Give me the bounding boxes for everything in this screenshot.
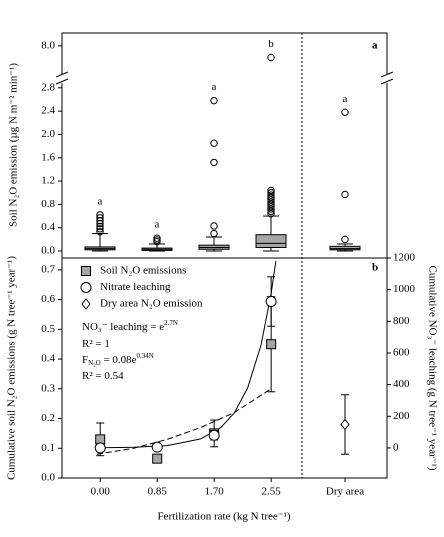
y-tick-label: 2.8	[41, 81, 55, 93]
fit-curve	[96, 388, 272, 455]
axis-break-gap	[56, 74, 68, 83]
marker-circle	[265, 296, 277, 308]
y2-tick-label: 1200	[393, 252, 416, 264]
outlier	[210, 229, 218, 238]
marker-circle	[151, 441, 163, 453]
y-axis-label: Soil N₂O emission (µg N m⁻² min⁻¹)	[8, 63, 20, 227]
y-tick-label: 2.4	[41, 105, 55, 117]
y-tick-label: 8.0	[41, 39, 55, 51]
outlier	[267, 196, 275, 204]
outlier	[267, 189, 275, 197]
x-tick-label: 0.85	[148, 486, 168, 498]
significance-letter: b	[268, 38, 274, 50]
y-tick-label: 0.3	[41, 382, 55, 394]
outlier	[210, 96, 218, 105]
y-tick-label: 0.0	[41, 472, 55, 484]
axis-break-gap	[381, 74, 393, 83]
outlier	[210, 222, 218, 230]
outlier	[267, 210, 275, 218]
annotation: FN₂O = 0.08e0.34N	[82, 352, 154, 367]
y2-tick-label: 0	[393, 441, 399, 453]
box	[255, 234, 287, 249]
outlier	[341, 108, 349, 117]
y-tick-label: 0.2	[41, 412, 55, 424]
panel-label: a	[372, 40, 378, 52]
outlier	[96, 225, 104, 233]
y2-tick-label: 200	[393, 410, 410, 422]
y2-tick-label: 1000	[393, 283, 416, 295]
annotation: R² = 0.54	[82, 370, 124, 382]
significance-letter: a	[155, 219, 160, 231]
marker-square	[266, 339, 277, 350]
x-axis-label: Fertilization rate (kg N tree⁻¹)	[157, 511, 290, 523]
outlier	[153, 234, 161, 242]
marker-diamond	[340, 418, 350, 431]
outlier	[96, 222, 104, 231]
y-tick-label: 0.0	[41, 245, 55, 257]
y-tick-label: 0.5	[41, 323, 55, 335]
outlier	[267, 203, 275, 211]
outlier	[341, 235, 349, 244]
legend-label: Nitrate leaching	[100, 281, 171, 293]
significance-letter: a	[343, 93, 348, 105]
significance-letter: a	[212, 81, 217, 93]
y-tick-label: 1.6	[41, 151, 55, 163]
outlier	[210, 158, 218, 167]
outlier	[210, 139, 218, 147]
y-tick-label: 2.0	[41, 128, 55, 140]
y2-tick-label: 800	[393, 315, 410, 327]
outlier	[267, 205, 275, 213]
outlier	[96, 228, 104, 236]
annotation: NO₃⁻ leaching = e2.7N	[82, 319, 178, 333]
y-tick-label: 0.4	[41, 353, 55, 365]
y-tick-label: 0.8	[41, 198, 55, 210]
plot-frame	[61, 32, 388, 479]
annotation: R² = 1	[82, 338, 110, 350]
outlier	[267, 200, 275, 209]
outlier	[341, 190, 349, 199]
legend-label: Soil N₂O emissions	[100, 265, 186, 277]
y-tick-label: 1.2	[41, 175, 55, 187]
x-tick-label: 0.00	[91, 486, 111, 498]
marker-diamond	[81, 298, 91, 310]
outlier	[96, 211, 104, 219]
y-tick-label: 0.7	[41, 263, 55, 275]
marker-circle	[208, 429, 220, 441]
outlier	[96, 219, 104, 228]
outlier	[267, 191, 275, 199]
y-axis-label: Cumulative soil N₂O emissions (g N tree⁻…	[6, 256, 18, 480]
outlier	[96, 217, 104, 225]
y-tick-label: 0.1	[41, 442, 55, 454]
panel-label: b	[372, 262, 378, 274]
y2-tick-label: 400	[393, 378, 410, 390]
outlier	[267, 53, 275, 62]
x-tick-label: Dry area	[326, 486, 364, 498]
marker-square	[81, 266, 91, 276]
y-tick-label: 0.6	[41, 293, 55, 305]
marker-square	[152, 453, 163, 464]
significance-letter: a	[98, 195, 103, 207]
marker-circle	[94, 442, 106, 454]
outlier	[267, 193, 275, 202]
y-tick-label: 0.4	[41, 221, 55, 233]
outlier	[267, 198, 275, 206]
outlier	[267, 207, 275, 216]
outlier	[96, 214, 104, 222]
axis-break-mark	[55, 71, 394, 85]
x-tick-label: 1.70	[205, 486, 225, 498]
y2-axis-label: Cumulative NO₃⁻ leaching (g N tree⁻¹ yea…	[426, 265, 438, 470]
marker-circle	[80, 282, 92, 293]
box	[329, 245, 361, 251]
fit-curve	[100, 260, 277, 449]
y2-tick-label: 600	[393, 346, 410, 358]
legend-label: Dry area N₂O emission	[100, 298, 203, 310]
outlier	[267, 186, 275, 195]
x-tick-label: 2.55	[262, 486, 282, 498]
